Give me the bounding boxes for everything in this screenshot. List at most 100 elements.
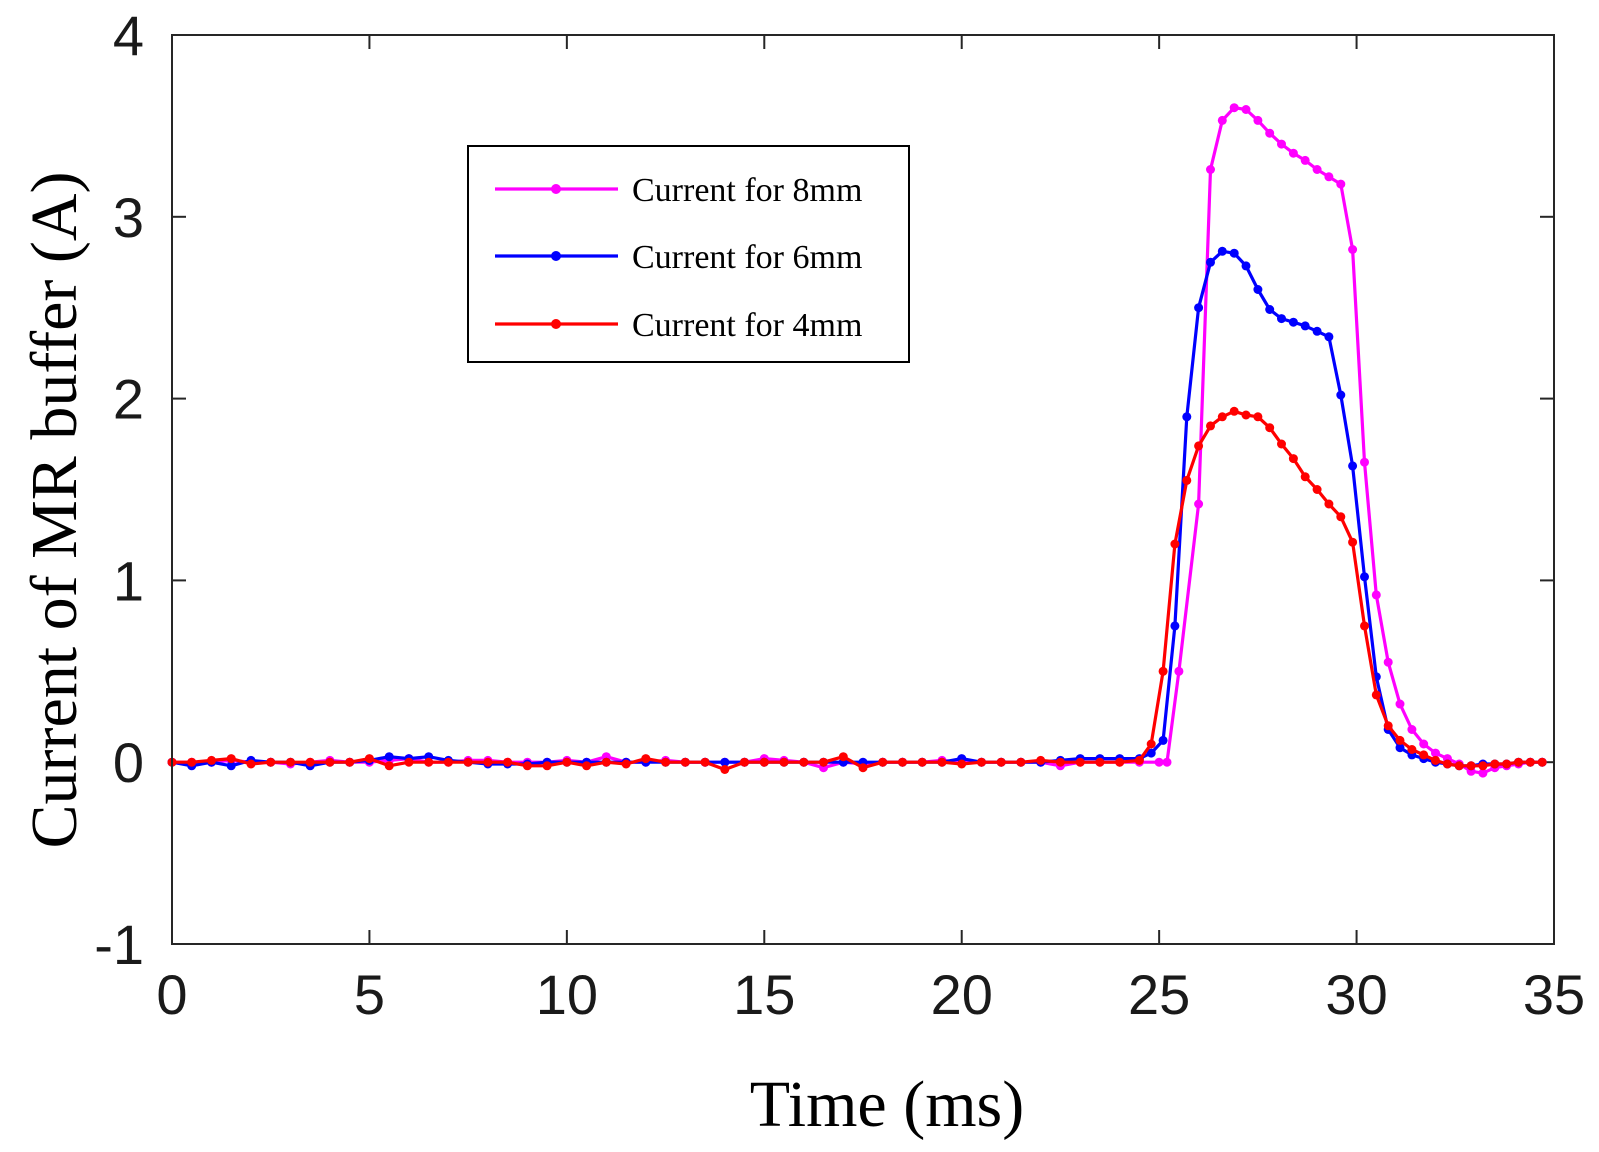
data-point xyxy=(1253,412,1263,422)
data-point xyxy=(1154,757,1164,767)
data-point xyxy=(1324,172,1334,182)
y-tick-label: 4 xyxy=(113,4,144,67)
data-point xyxy=(898,757,907,767)
data-point xyxy=(226,754,236,764)
data-point xyxy=(1442,759,1452,769)
data-point xyxy=(443,757,453,767)
data-point xyxy=(1395,699,1405,709)
data-point xyxy=(286,757,295,767)
data-point xyxy=(364,754,374,764)
data-point xyxy=(1158,735,1168,745)
x-tick-label: 15 xyxy=(733,963,795,1026)
data-point xyxy=(1514,757,1523,767)
data-point xyxy=(207,755,216,765)
y-tick-label: 2 xyxy=(113,368,144,431)
series-2 xyxy=(167,406,1547,774)
data-point xyxy=(1277,314,1286,324)
data-point xyxy=(187,757,197,767)
data-point xyxy=(1055,757,1065,767)
data-point xyxy=(1383,721,1393,731)
data-point xyxy=(1182,475,1192,485)
legend-box xyxy=(467,145,910,363)
legend-marker xyxy=(551,184,561,194)
data-point xyxy=(1158,666,1168,676)
data-point xyxy=(246,759,256,769)
x-tick-label: 0 xyxy=(156,963,187,1026)
data-point xyxy=(1312,485,1322,494)
legend-label: Current for 4mm xyxy=(632,307,862,344)
x-tick-label: 25 xyxy=(1128,963,1190,1026)
data-point xyxy=(1277,439,1286,449)
data-point xyxy=(1194,441,1204,451)
data-point xyxy=(1324,499,1334,509)
data-point xyxy=(1419,739,1429,749)
data-point xyxy=(1525,757,1535,767)
data-point xyxy=(957,759,967,769)
data-point xyxy=(1407,745,1417,754)
x-tick-label: 30 xyxy=(1325,963,1387,1026)
data-point xyxy=(720,765,730,774)
y-tick-label: 0 xyxy=(113,731,144,794)
data-point xyxy=(1229,406,1239,416)
data-point xyxy=(1115,757,1125,767)
data-point xyxy=(1478,761,1488,771)
data-point xyxy=(1324,332,1334,342)
y-tick-label: 3 xyxy=(113,186,144,249)
data-point xyxy=(1241,410,1251,420)
data-point xyxy=(305,757,315,767)
data-point xyxy=(1194,499,1204,509)
data-point xyxy=(1419,750,1429,760)
data-point xyxy=(384,761,394,771)
data-point xyxy=(917,757,927,767)
data-point xyxy=(1253,115,1263,125)
data-point xyxy=(1288,454,1298,464)
y-axis-title: Current of MR buffer (A) xyxy=(18,172,91,849)
data-point xyxy=(503,757,513,767)
data-point xyxy=(1348,537,1358,547)
data-point xyxy=(266,757,276,767)
data-point xyxy=(878,757,888,767)
data-point xyxy=(1206,421,1215,431)
data-point xyxy=(858,763,868,773)
data-point xyxy=(1217,246,1227,256)
data-point xyxy=(325,757,335,767)
x-tick-label: 20 xyxy=(931,963,993,1026)
data-point xyxy=(1312,326,1322,336)
legend-label: Current for 8mm xyxy=(632,172,862,209)
data-point xyxy=(1478,768,1488,778)
data-series xyxy=(167,103,1547,778)
data-point xyxy=(1336,512,1346,522)
data-point xyxy=(1229,248,1239,258)
data-point xyxy=(582,761,592,771)
data-point xyxy=(1407,725,1417,734)
data-point xyxy=(1537,757,1547,767)
data-point xyxy=(1348,245,1358,254)
data-point xyxy=(483,757,493,767)
data-point xyxy=(1300,321,1310,331)
data-point xyxy=(1146,739,1156,749)
data-point xyxy=(404,757,414,767)
data-point xyxy=(1253,285,1263,294)
data-point xyxy=(1300,472,1310,482)
x-tick-label: 10 xyxy=(536,963,598,1026)
data-point xyxy=(1336,390,1346,400)
data-point xyxy=(226,761,236,771)
data-point xyxy=(1134,755,1144,765)
data-point xyxy=(1265,305,1275,314)
data-point xyxy=(1016,757,1026,767)
data-point xyxy=(740,757,749,767)
data-point xyxy=(542,761,552,771)
data-point xyxy=(1466,761,1476,771)
data-point xyxy=(996,757,1006,767)
data-point xyxy=(562,757,572,767)
data-point xyxy=(424,757,434,767)
data-point xyxy=(1217,412,1227,422)
data-point xyxy=(1206,257,1215,267)
data-point xyxy=(1312,165,1322,174)
data-point xyxy=(1241,105,1251,114)
data-point xyxy=(680,757,690,767)
data-point xyxy=(345,757,355,767)
data-point xyxy=(1288,148,1298,158)
